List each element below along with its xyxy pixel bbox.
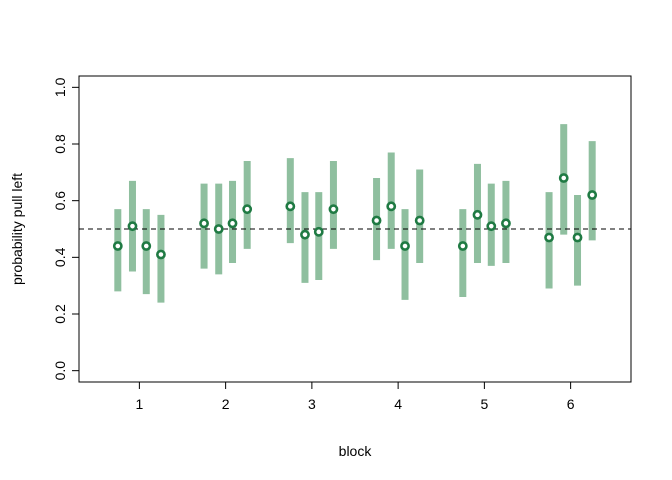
- y-tick-label-1: 0.0: [52, 361, 68, 381]
- point-marker-9: [285, 201, 296, 212]
- x-tick-label-5: 5: [480, 396, 488, 412]
- point-marker-17: [457, 241, 468, 251]
- point-marker-20: [501, 218, 511, 229]
- y-tick-label-4: 0.6: [52, 191, 68, 211]
- point-marker-19: [486, 221, 497, 232]
- point-markers: [112, 173, 598, 260]
- point-marker-4: [156, 249, 166, 260]
- point-marker-15: [400, 241, 410, 251]
- point-marker-14: [386, 201, 397, 212]
- point-marker-18: [472, 209, 483, 220]
- point-marker-24: [587, 190, 598, 200]
- point-marker-1: [112, 241, 123, 251]
- point-marker-3: [141, 241, 152, 251]
- point-marker-22: [558, 173, 569, 183]
- y-tick-label-2: 0.2: [52, 304, 68, 324]
- point-marker-2: [127, 221, 138, 232]
- point-marker-5: [199, 218, 209, 229]
- interval-bars: [114, 124, 596, 303]
- point-marker-13: [371, 215, 382, 226]
- point-marker-16: [414, 215, 425, 226]
- x-tick-label-4: 4: [394, 396, 402, 412]
- x-axis-label: block: [339, 443, 373, 459]
- y-tick-label-6: 1.0: [52, 77, 68, 97]
- x-tick-label-1: 1: [135, 396, 143, 412]
- point-marker-7: [227, 218, 238, 229]
- point-marker-23: [572, 232, 583, 243]
- y-axis-label: probability pull left: [9, 173, 25, 285]
- point-marker-10: [300, 229, 310, 240]
- point-marker-11: [313, 226, 324, 237]
- point-marker-12: [328, 204, 339, 215]
- y-tick-label-5: 0.8: [52, 134, 68, 154]
- x-tick-label-6: 6: [567, 396, 575, 412]
- x-tick-label-2: 2: [222, 396, 230, 412]
- x-axis: 1 2 3 4 5 6: [135, 381, 575, 412]
- point-marker-21: [544, 232, 554, 243]
- point-marker-8: [242, 204, 253, 215]
- x-tick-label-3: 3: [308, 396, 316, 412]
- y-axis: 0.0 0.2 0.4 0.6 0.8 1.0: [52, 77, 80, 381]
- point-marker-6: [213, 224, 224, 234]
- y-tick-label-3: 0.4: [52, 247, 68, 267]
